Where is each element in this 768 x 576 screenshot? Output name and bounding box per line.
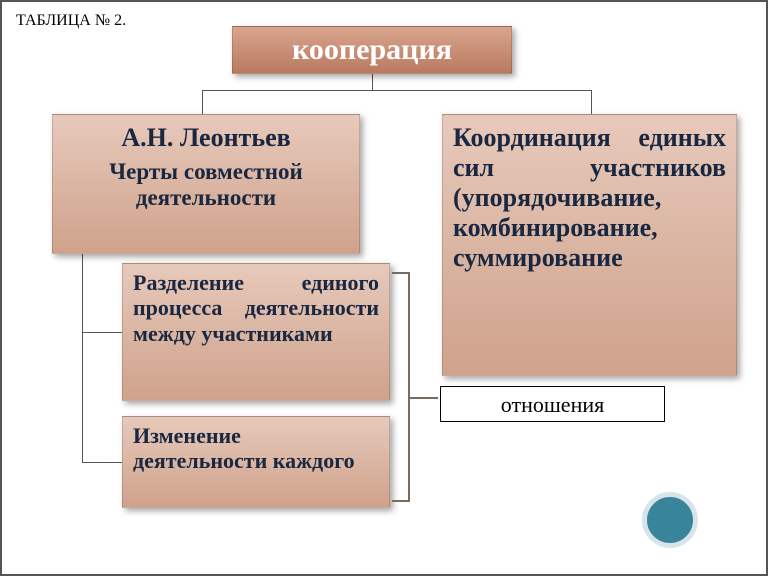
connector: [82, 254, 83, 462]
leaf-node-1: Разделение единого процесса деятельности…: [122, 263, 390, 401]
connector: [82, 462, 122, 463]
leaf1-text: Разделение единого процесса деятельности…: [133, 270, 379, 346]
relation-text: отношения: [501, 392, 604, 417]
relation-box: отношения: [440, 386, 665, 422]
bracket: [408, 397, 438, 399]
right-text: Координация единых сил участников (упоря…: [453, 123, 726, 272]
title-text: кооперация: [292, 33, 452, 66]
connector: [591, 90, 592, 114]
left-node: А.Н. Леонтьев Черты совместной деятельно…: [52, 114, 360, 254]
left-sub: Черты совместной деятельности: [63, 159, 349, 212]
connector: [202, 90, 592, 91]
circle-icon: [642, 492, 698, 548]
leaf2-text: Изменение деятельности каждого: [133, 423, 355, 473]
left-heading: А.Н. Леонтьев: [63, 123, 349, 153]
bracket: [408, 272, 410, 502]
bracket: [392, 272, 408, 274]
table-label: ТАБЛИЦА № 2.: [16, 12, 126, 30]
leaf-node-2: Изменение деятельности каждого: [122, 416, 390, 508]
connector: [82, 332, 122, 333]
slide: ТАБЛИЦА № 2. кооперация А.Н. Леонтьев Че…: [0, 0, 768, 576]
bracket: [392, 500, 408, 502]
title-node: кооперация: [232, 26, 512, 74]
right-node: Координация единых сил участников (упоря…: [442, 114, 737, 376]
connector: [202, 90, 203, 114]
connector: [372, 74, 373, 90]
